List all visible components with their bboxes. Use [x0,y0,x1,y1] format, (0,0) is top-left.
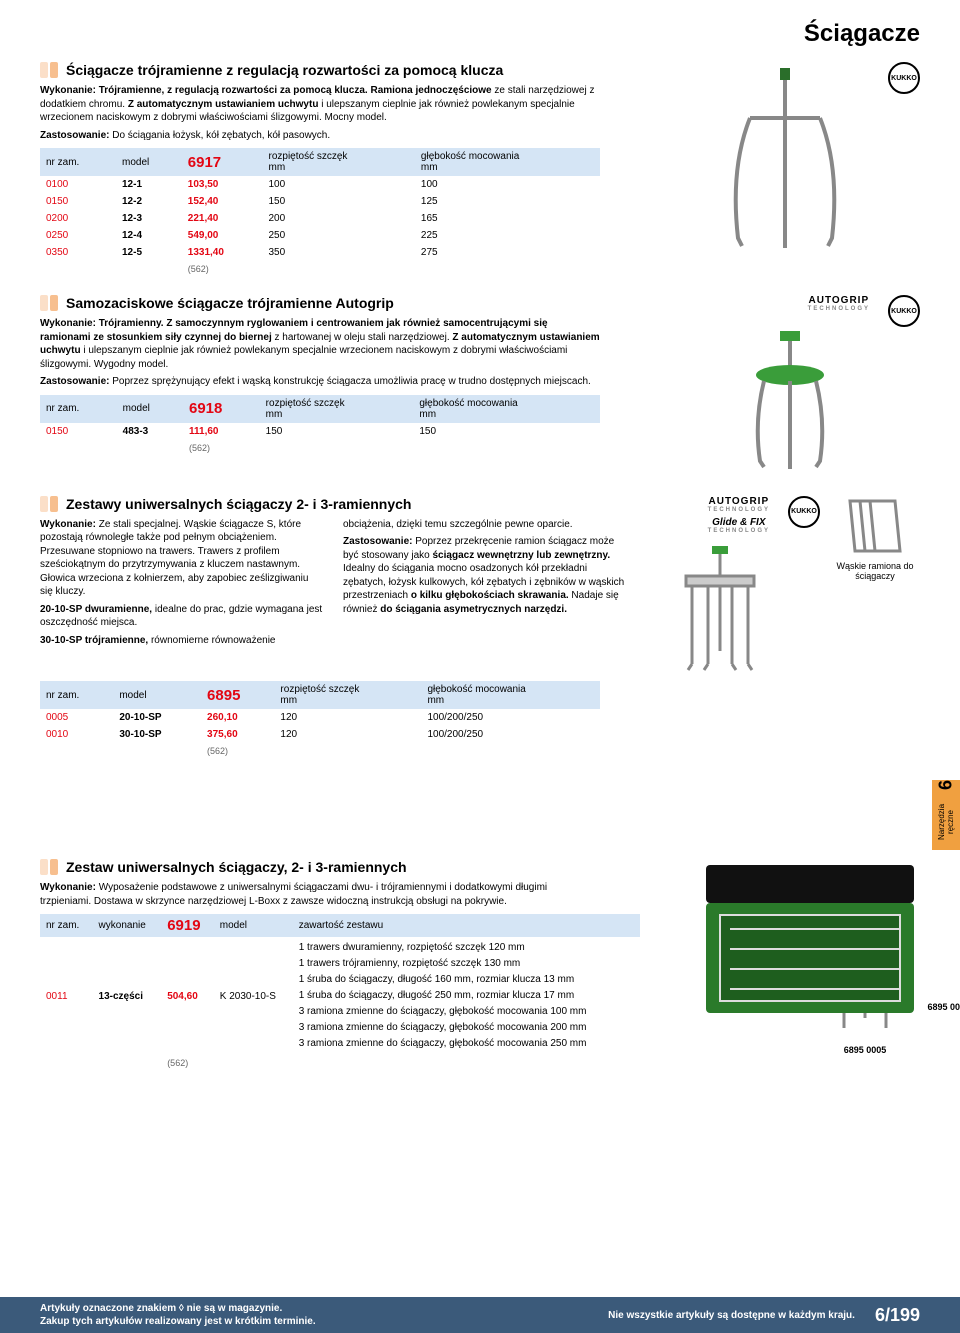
table-row: 035012-51331,40350275 [40,244,600,261]
table-6919: nr zam. wykonanie 6919 model zawartość z… [40,914,640,1071]
header-tabs [40,295,58,311]
table-6917: nr zam. model 6917 rozpiętość szczękmm g… [40,148,600,277]
table-row: 025012-4549,00250225 [40,227,600,244]
s4-desc: Wykonanie: Wyposażenie podstawowe z uniw… [40,881,600,908]
section-6895: Zestawy uniwersalnych ściągaczy 2- i 3-r… [40,496,920,760]
img-6895-0010-caption: 6895 0010 [927,1002,960,1012]
product-image-6919 [700,859,920,1019]
narrow-arms-image [840,496,910,556]
header-tabs [40,62,58,78]
product-image-6895 [660,546,780,676]
table-6918: nr zam. model 6918 rozpiętość szczękmm g… [40,395,600,456]
autogrip-logo: AUTOGRIPTECHNOLOGY [808,295,870,312]
set-contents: 1 trawers dwuramienny, rozpiętość szczęk… [299,940,634,1052]
autogrip-logo: AUTOGRIPTECHNOLOGY [708,496,770,513]
s1-desc1: Wykonanie: Trójramienne, z regulacją roz… [40,84,600,125]
s1-title: Ściągacze trójramienne z regulacją rozwa… [66,62,503,78]
s4-title: Zestaw uniwersalnych ściągaczy, 2- i 3-r… [66,859,407,875]
footer-left-2: Zakup tych artykułów realizowany jest w … [40,1315,316,1328]
narrow-arms-caption: Wąskie ramiona do ściągaczy [830,561,920,581]
kukko-logo: KUKKO [888,62,920,94]
s3-col1: Wykonanie: Ze stali specjalnej. Wąskie ś… [40,518,323,599]
product-image-6918 [720,331,860,481]
kukko-logo: KUKKO [888,295,920,327]
table-row: 010012-1103,50100100 [40,176,600,193]
s2-desc2: Zastosowanie: Poprzez sprężynujący efekt… [40,375,600,389]
header-tabs [40,496,58,512]
product-image-6917 [700,68,870,258]
table-row: 0011 13-części 504,60 K 2030-10-S 1 traw… [40,937,640,1055]
page-number: 6/199 [875,1305,920,1326]
table-row: 015012-2152,40150125 [40,193,600,210]
section-6919: Zestaw uniwersalnych ściągaczy, 2- i 3-r… [40,859,920,1071]
s3-col2: obciążenia, dzięki temu szczególnie pewn… [343,518,626,532]
s1-desc2: Zastosowanie: Do ściągania łożysk, kół z… [40,129,600,143]
side-tab: Narzędzia ręczne 6 [932,780,960,850]
s3-title: Zestawy uniwersalnych ściągaczy 2- i 3-r… [66,496,411,512]
kukko-logo: KUKKO [788,496,820,528]
section-6917: Ściągacze trójramienne z regulacją rozwa… [40,62,920,277]
page-title: Ściągacze [40,20,920,48]
s2-desc1: Wykonanie: Trójramienny. Z samoczynnym r… [40,317,600,371]
section-6918: Samozaciskowe ściągacze trójramienne Aut… [40,295,920,456]
footer-left-1: Artykuły oznaczone znakiem ◊ nie są w ma… [40,1302,316,1315]
footer-right: Nie wszystkie artykuły są dostępne w każ… [608,1310,855,1321]
header-tabs [40,859,58,875]
glidefix-logo: Glide & FIXTECHNOLOGY [708,517,770,534]
table-row: 001030-10-SP375,60120100/200/250 [40,726,600,743]
table-row: 020012-3221,40200165 [40,210,600,227]
table-row: 0150483-3111,60150150 [40,423,600,440]
table-6895: nr zam. model 6895 rozpiętość szczękmm g… [40,681,600,759]
table-row: 000520-10-SP260,10120100/200/250 [40,709,600,726]
s2-title: Samozaciskowe ściągacze trójramienne Aut… [66,295,394,311]
footer: Artykuły oznaczone znakiem ◊ nie są w ma… [0,1297,960,1333]
